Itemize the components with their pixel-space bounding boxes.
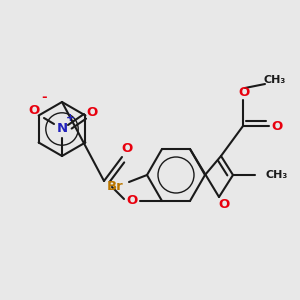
Text: Br: Br <box>106 181 123 194</box>
Text: O: O <box>238 85 250 98</box>
Text: N: N <box>56 122 68 134</box>
Text: O: O <box>218 197 230 211</box>
Text: +: + <box>66 113 74 123</box>
Text: O: O <box>28 103 40 116</box>
Text: -: - <box>41 92 47 104</box>
Text: O: O <box>126 194 138 208</box>
Text: O: O <box>272 119 283 133</box>
Text: O: O <box>86 106 98 118</box>
Text: CH₃: CH₃ <box>264 75 286 85</box>
Text: O: O <box>122 142 133 155</box>
Text: CH₃: CH₃ <box>266 170 288 180</box>
